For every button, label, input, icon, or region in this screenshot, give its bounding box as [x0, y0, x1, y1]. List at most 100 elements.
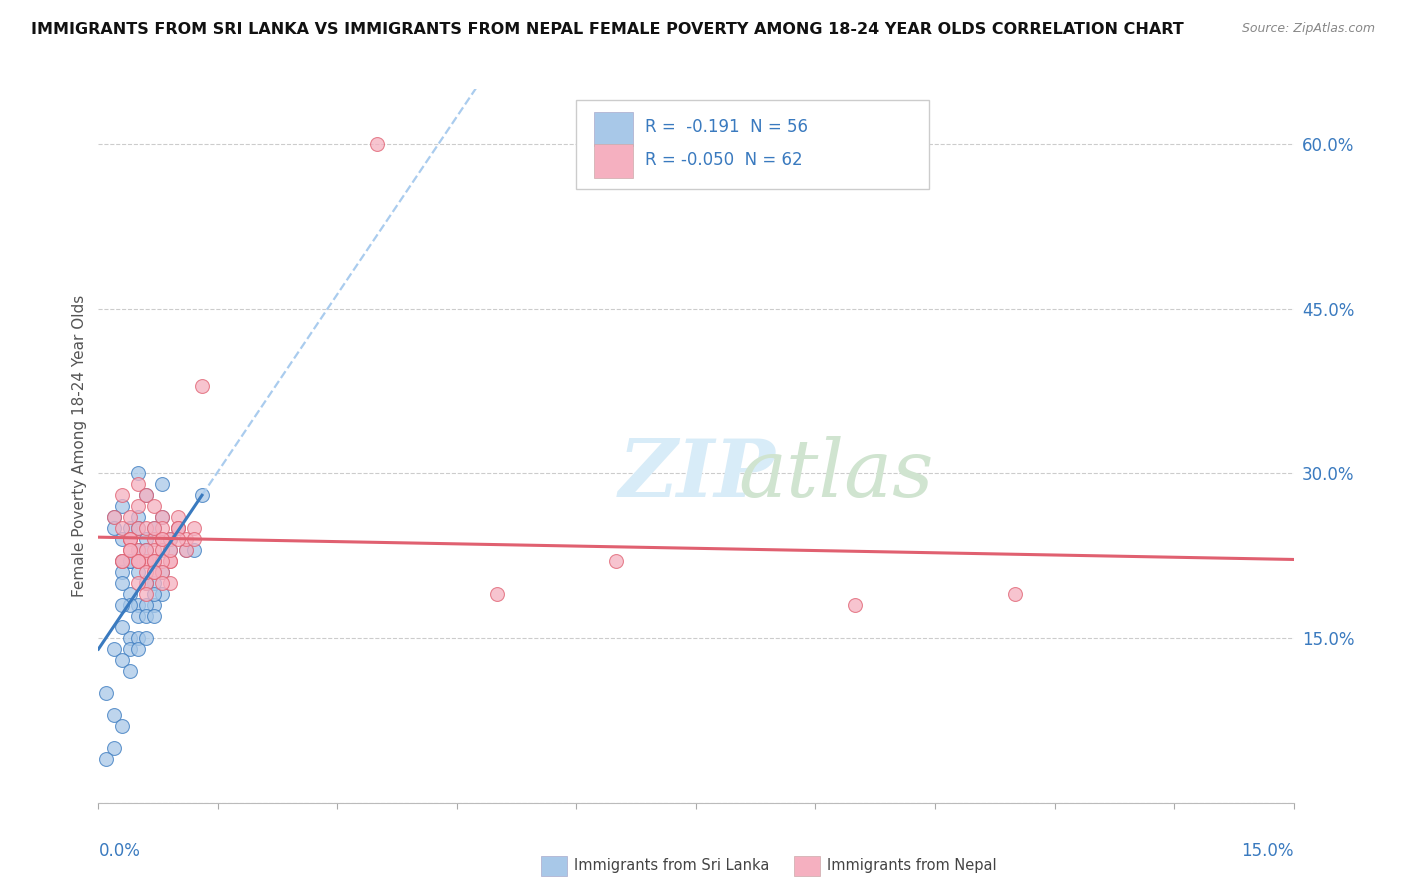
Point [135, 576, 157, 591]
Point [167, 521, 190, 535]
Point [844, 598, 866, 612]
Point [127, 477, 149, 491]
Text: ZIP: ZIP [619, 436, 775, 513]
Point [605, 554, 627, 568]
Point [135, 576, 157, 591]
Y-axis label: Female Poverty Among 18-24 Year Olds: Female Poverty Among 18-24 Year Olds [72, 295, 87, 597]
Text: 0.0%: 0.0% [98, 842, 141, 860]
Point [135, 554, 157, 568]
Text: 15.0%: 15.0% [1241, 842, 1294, 860]
Point [120, 664, 142, 678]
Point [135, 521, 157, 535]
Point [159, 533, 181, 547]
Point [150, 587, 173, 601]
Point [135, 488, 157, 502]
Point [150, 566, 173, 580]
Point [150, 533, 173, 547]
Point [174, 543, 197, 558]
Point [111, 533, 134, 547]
Point [120, 533, 142, 547]
Point [103, 521, 125, 535]
Point [111, 653, 134, 667]
Point [127, 510, 149, 524]
Text: IMMIGRANTS FROM SRI LANKA VS IMMIGRANTS FROM NEPAL FEMALE POVERTY AMONG 18-24 YE: IMMIGRANTS FROM SRI LANKA VS IMMIGRANTS … [31, 22, 1184, 37]
Point [127, 500, 149, 514]
Point [174, 533, 197, 547]
Point [120, 533, 142, 547]
Point [120, 521, 142, 535]
Point [111, 500, 134, 514]
Point [159, 533, 181, 547]
Point [150, 510, 173, 524]
Point [127, 467, 149, 481]
Point [167, 533, 190, 547]
Point [135, 566, 157, 580]
Point [159, 554, 181, 568]
Point [135, 543, 157, 558]
Point [150, 576, 173, 591]
FancyBboxPatch shape [576, 100, 929, 189]
Point [96, 686, 118, 700]
Point [127, 576, 149, 591]
Point [120, 631, 142, 645]
Point [150, 566, 173, 580]
Point [143, 500, 166, 514]
Point [143, 533, 166, 547]
Point [143, 576, 166, 591]
Point [1004, 587, 1026, 601]
Point [111, 576, 134, 591]
Point [127, 598, 149, 612]
Point [174, 543, 197, 558]
Point [120, 533, 142, 547]
Point [127, 521, 149, 535]
Point [143, 543, 166, 558]
Bar [595, 112, 633, 146]
Point [167, 521, 190, 535]
Point [135, 587, 157, 601]
Point [127, 554, 149, 568]
Point [167, 510, 190, 524]
Point [111, 554, 134, 568]
Point [167, 521, 190, 535]
Point [111, 719, 134, 733]
Point [150, 533, 173, 547]
Bar [595, 145, 633, 178]
Point [103, 510, 125, 524]
Point [111, 566, 134, 580]
Point [111, 554, 134, 568]
Point [127, 554, 149, 568]
Point [120, 642, 142, 657]
Point [135, 598, 157, 612]
Point [366, 137, 388, 152]
Text: Source: ZipAtlas.com: Source: ZipAtlas.com [1241, 22, 1375, 36]
Point [150, 510, 173, 524]
Point [127, 521, 149, 535]
Point [143, 587, 166, 601]
Point [191, 488, 214, 502]
Point [143, 521, 166, 535]
Point [111, 488, 134, 502]
Point [135, 533, 157, 547]
Point [183, 533, 205, 547]
Point [127, 566, 149, 580]
Point [111, 598, 134, 612]
Point [120, 598, 142, 612]
Point [103, 708, 125, 723]
Point [127, 543, 149, 558]
Point [191, 378, 214, 392]
Point [120, 543, 142, 558]
Point [135, 543, 157, 558]
Point [150, 554, 173, 568]
Text: atlas: atlas [738, 436, 934, 513]
Point [135, 631, 157, 645]
Point [120, 510, 142, 524]
Point [127, 543, 149, 558]
Point [111, 620, 134, 634]
Text: Immigrants from Sri Lanka: Immigrants from Sri Lanka [574, 858, 769, 872]
Point [127, 554, 149, 568]
Text: Immigrants from Nepal: Immigrants from Nepal [827, 858, 997, 872]
Point [159, 554, 181, 568]
Point [150, 477, 173, 491]
Point [150, 521, 173, 535]
Point [120, 587, 142, 601]
